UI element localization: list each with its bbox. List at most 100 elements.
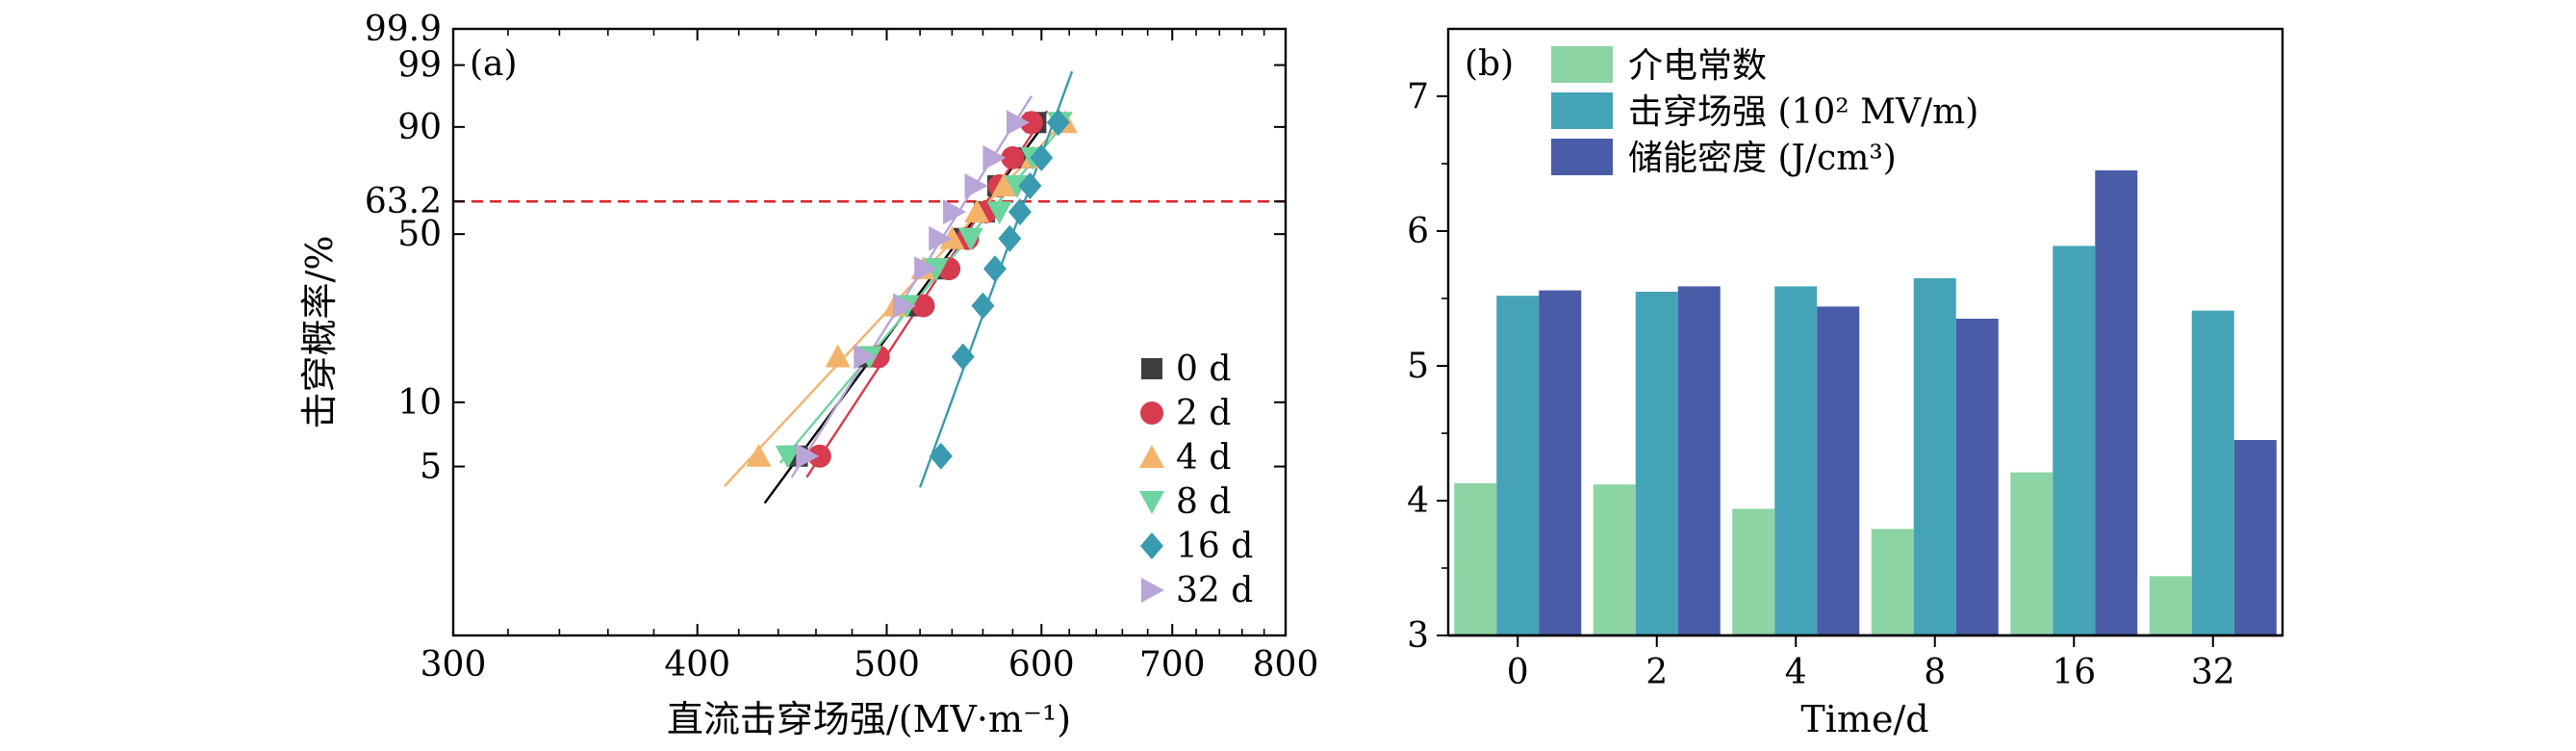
point-8d-3 bbox=[923, 258, 949, 282]
point-32d-7 bbox=[982, 144, 1007, 170]
point-32d-3 bbox=[914, 256, 938, 282]
point-32d-5 bbox=[943, 199, 967, 225]
y-tick-label-b: 3 bbox=[1407, 616, 1429, 656]
x-tick-label-b: 8 bbox=[1924, 653, 1946, 692]
y-tick-label-a: 90 bbox=[397, 108, 442, 147]
bar-1-4 bbox=[1774, 286, 1818, 635]
point-16d-7 bbox=[1030, 143, 1054, 171]
point-32d-4 bbox=[929, 225, 953, 251]
bar-1-16 bbox=[2053, 246, 2096, 635]
point-16d-5 bbox=[1007, 198, 1032, 226]
point-2d-8 bbox=[1019, 111, 1043, 135]
bar-1-0 bbox=[1496, 296, 1540, 635]
bar-1-8 bbox=[1913, 278, 1956, 635]
x-tick-label-b: 2 bbox=[1645, 653, 1668, 692]
panel-a-label: (a) bbox=[470, 44, 518, 84]
point-16d-4 bbox=[998, 224, 1022, 252]
fit-lines-layer bbox=[724, 70, 1074, 505]
y-tick-label-b: 7 bbox=[1407, 77, 1429, 117]
plot-frame-b bbox=[1446, 27, 2284, 637]
fit-line-8d bbox=[778, 119, 1068, 464]
point-32d-8 bbox=[1006, 110, 1030, 136]
point-16d-8 bbox=[1046, 109, 1070, 137]
legend-marker-8d bbox=[1139, 491, 1164, 514]
point-32d-6 bbox=[964, 172, 988, 198]
legend-label-32d: 32 d bbox=[1176, 571, 1253, 610]
point-4d-5 bbox=[964, 199, 990, 223]
point-16d-0 bbox=[929, 442, 953, 470]
bar-1-32 bbox=[2191, 310, 2234, 635]
x-tick-label-b: 0 bbox=[1507, 653, 1529, 692]
bars-layer bbox=[1454, 170, 2277, 635]
legend-label-2d: 2 d bbox=[1176, 394, 1231, 433]
x-tick-label-a: 600 bbox=[1008, 645, 1075, 685]
data-points-layer bbox=[746, 109, 1078, 470]
x-tick-label-b: 16 bbox=[2052, 653, 2096, 692]
fit-line-2d bbox=[805, 110, 1049, 479]
point-16d-6 bbox=[1018, 171, 1042, 199]
point-8d-5 bbox=[986, 201, 1012, 225]
point-8d-0 bbox=[775, 445, 801, 469]
legend-label-b-0: 介电常数 bbox=[1628, 46, 1767, 86]
legend-label-b-1: 击穿场强 (10² MV/m) bbox=[1628, 92, 1978, 132]
bar-0-0 bbox=[1454, 482, 1497, 635]
point-4d-4 bbox=[939, 225, 965, 249]
y-tick-label-a: 5 bbox=[420, 448, 442, 487]
point-2d-2 bbox=[911, 294, 935, 318]
point-2d-0 bbox=[807, 444, 831, 468]
y-tick-label-a: 50 bbox=[397, 215, 442, 254]
point-32d-1 bbox=[854, 344, 878, 370]
bar-2-2 bbox=[1677, 286, 1721, 635]
x-axis-label-a: 直流击穿场强/(MV·m⁻¹) bbox=[667, 698, 1071, 740]
panel-b-label: (b) bbox=[1465, 44, 1514, 84]
x-tick-label-b: 32 bbox=[2191, 653, 2235, 692]
bar-2-16 bbox=[2095, 170, 2138, 635]
bar-2-32 bbox=[2233, 440, 2277, 635]
panel-a-weibull-plot: (a) 300 400 500 600 700 8005105063.2909999.9 … bbox=[298, 10, 1318, 740]
legend-marker-16d bbox=[1140, 532, 1163, 559]
bar-2-4 bbox=[1817, 306, 1860, 635]
x-tick-label-a: 300 bbox=[421, 645, 487, 685]
point-16d-1 bbox=[951, 343, 975, 371]
bar-0-4 bbox=[1732, 508, 1775, 635]
bar-2-0 bbox=[1539, 290, 1582, 635]
y-axis-label-a: 击穿概率/% bbox=[298, 236, 341, 429]
x-tick-label-a: 400 bbox=[664, 645, 730, 685]
y-tick-label-a: 10 bbox=[397, 383, 442, 423]
bar-0-16 bbox=[2010, 472, 2053, 635]
legend-marker-0d bbox=[1141, 358, 1162, 379]
bar-0-8 bbox=[1871, 529, 1914, 635]
legend-marker-32d bbox=[1141, 578, 1164, 603]
bar-2-8 bbox=[1955, 319, 1999, 635]
point-4d-6 bbox=[991, 172, 1017, 196]
legend-label-16d: 16 d bbox=[1176, 527, 1253, 566]
legend-marker-4d bbox=[1139, 445, 1164, 468]
legend-label-0d: 0 d bbox=[1176, 350, 1231, 389]
y-tick-label-a: 99.9 bbox=[365, 10, 442, 49]
legend-swatch-b-2 bbox=[1551, 139, 1613, 175]
axes-b: 3 4 5 6 7 0 2 4 8 16 32 bbox=[1407, 77, 2283, 692]
x-tick-label-a: 500 bbox=[854, 645, 920, 685]
x-axis-label-b: Time/d bbox=[1800, 698, 1928, 740]
plot-frame-a bbox=[451, 27, 1288, 637]
y-tick-label-a: 63.2 bbox=[365, 182, 442, 221]
legend-label-b-2: 储能密度 (J/cm³) bbox=[1628, 139, 1897, 178]
bar-0-32 bbox=[2149, 576, 2192, 635]
x-tick-label-b: 4 bbox=[1785, 653, 1807, 692]
x-tick-label-a: 700 bbox=[1139, 645, 1206, 685]
bar-1-2 bbox=[1635, 292, 1678, 635]
point-8d-4 bbox=[957, 227, 983, 251]
point-32d-2 bbox=[892, 293, 916, 319]
bar-0-2 bbox=[1593, 484, 1636, 635]
point-16d-2 bbox=[971, 292, 995, 320]
y-tick-label-b: 5 bbox=[1407, 347, 1429, 386]
point-32d-0 bbox=[796, 443, 820, 469]
x-tick-label-a: 800 bbox=[1253, 645, 1319, 685]
legend-a: 0 d 2 d 4 d8 d 16 d 32 d bbox=[1139, 350, 1253, 610]
legend-marker-2d bbox=[1140, 401, 1163, 425]
legend-swatch-b-0 bbox=[1551, 46, 1613, 83]
